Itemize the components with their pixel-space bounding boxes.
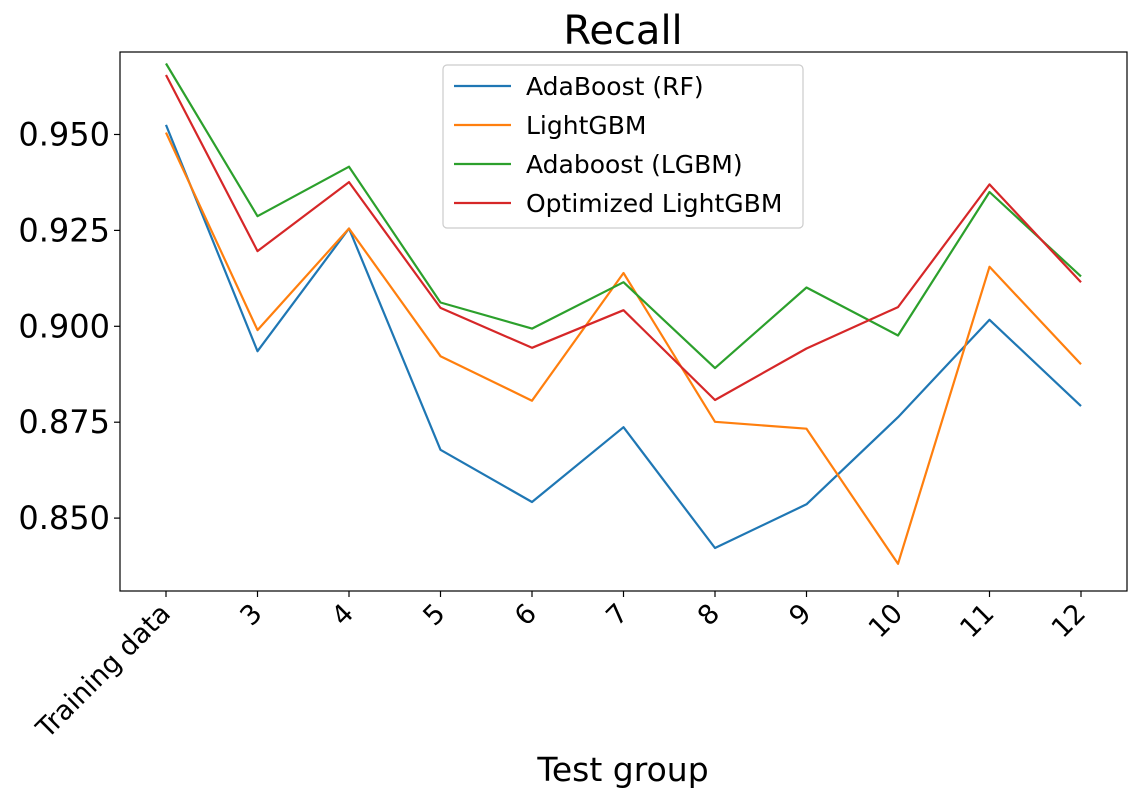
x-axis-label: Test group [536, 750, 708, 789]
legend-label: AdaBoost (RF) [526, 72, 704, 101]
x-tick-label: Training data [30, 598, 177, 745]
x-tick-label: 8 [692, 598, 726, 632]
legend-label: Adaboost (LGBM) [526, 150, 743, 179]
legend-box [442, 64, 804, 229]
legend-label: LightGBM [526, 111, 646, 140]
x-tick-label: 3 [234, 598, 268, 632]
series-lines [164, 62, 1082, 565]
x-tick-label: 6 [509, 598, 543, 632]
chart-title: Recall [563, 8, 682, 54]
x-tick-label: 4 [326, 598, 360, 632]
legend-label: Optimized LightGBM [526, 189, 782, 218]
x-tick-label: 9 [783, 598, 817, 632]
x-axis: Training data 3 4 5 6 7 8 9 10 11 12 [30, 591, 1092, 745]
x-tick-label: 11 [954, 598, 1000, 644]
y-tick-label: 0.925 [18, 211, 110, 249]
y-tick-label: 0.900 [18, 307, 110, 345]
y-tick-label: 0.950 [18, 115, 110, 153]
series-line-3 [165, 62, 1082, 370]
series-line-4 [165, 74, 1082, 402]
y-tick-label: 0.850 [18, 499, 110, 537]
x-tick-label: 5 [417, 598, 451, 632]
x-tick-label: 12 [1046, 598, 1092, 644]
x-tick-label: 10 [863, 598, 909, 644]
legend: AdaBoost (RF) LightGBM Adaboost (LGBM) Opti… [442, 64, 804, 229]
y-tick-label: 0.875 [18, 403, 110, 441]
y-axis: 0.850 0.875 0.900 0.925 0.950 [18, 115, 120, 537]
series-line-2 [165, 132, 1082, 565]
x-tick-label: 7 [600, 598, 634, 632]
series-line-1 [164, 124, 1082, 550]
